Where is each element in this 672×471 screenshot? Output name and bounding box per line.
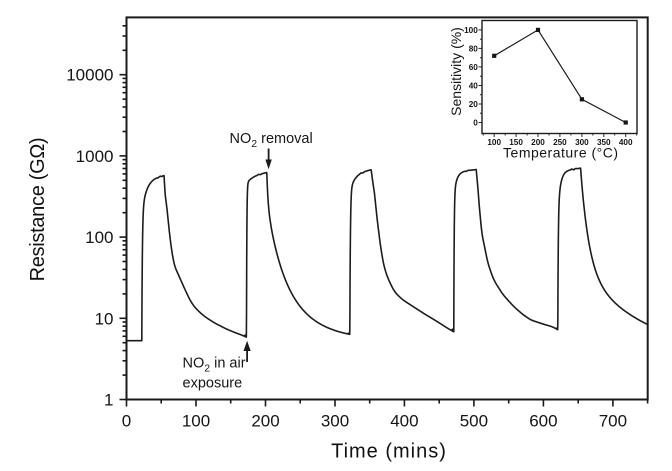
svg-text:300: 300 <box>321 412 349 431</box>
svg-text:100: 100 <box>85 228 113 247</box>
svg-text:exposure: exposure <box>183 376 243 392</box>
svg-text:Temperature (°C): Temperature (°C) <box>503 145 619 161</box>
svg-text:400: 400 <box>619 138 633 147</box>
svg-text:200: 200 <box>251 412 279 431</box>
svg-text:10000: 10000 <box>66 66 113 85</box>
svg-text:1: 1 <box>104 391 113 410</box>
svg-text:0: 0 <box>122 412 131 431</box>
svg-text:20: 20 <box>469 100 479 109</box>
svg-text:Sensitivity (%): Sensitivity (%) <box>448 27 464 116</box>
svg-text:100: 100 <box>464 26 478 35</box>
svg-text:NO2 removal: NO2 removal <box>230 131 313 150</box>
svg-text:100: 100 <box>487 138 501 147</box>
svg-text:350: 350 <box>597 138 611 147</box>
svg-text:1000: 1000 <box>76 147 114 166</box>
svg-text:80: 80 <box>469 44 479 53</box>
svg-text:Resistance (GΩ): Resistance (GΩ) <box>27 138 49 282</box>
svg-text:Time (mins): Time (mins) <box>331 441 447 463</box>
svg-text:400: 400 <box>390 412 418 431</box>
svg-text:500: 500 <box>460 412 488 431</box>
svg-text:300: 300 <box>575 138 589 147</box>
svg-text:60: 60 <box>469 63 479 72</box>
svg-text:40: 40 <box>469 81 479 90</box>
svg-text:100: 100 <box>182 412 210 431</box>
svg-text:600: 600 <box>529 412 557 431</box>
svg-text:250: 250 <box>553 138 567 147</box>
svg-text:10: 10 <box>95 309 114 328</box>
svg-text:150: 150 <box>509 138 523 147</box>
svg-text:200: 200 <box>531 138 545 147</box>
svg-text:0: 0 <box>473 118 478 127</box>
svg-text:NO2 in air: NO2 in air <box>183 356 246 375</box>
svg-text:700: 700 <box>599 412 627 431</box>
